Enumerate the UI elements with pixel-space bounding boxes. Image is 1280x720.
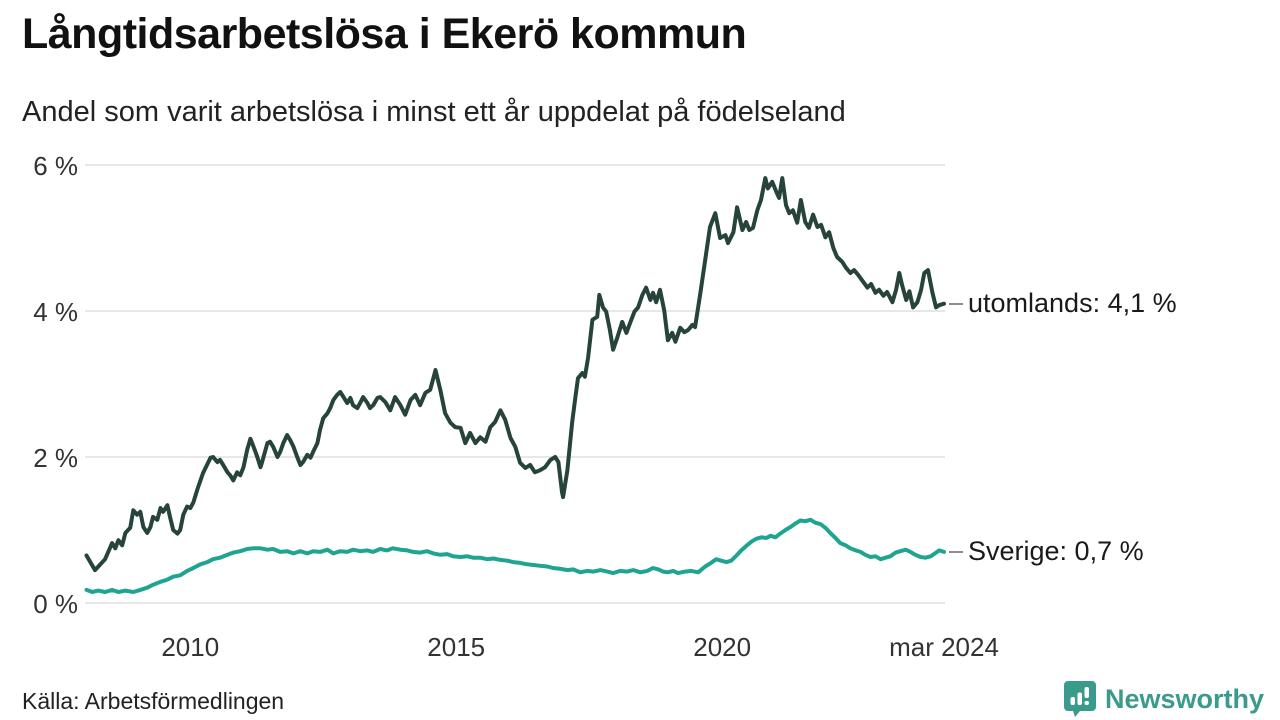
y-axis-tick-0: 0 % [33,589,78,619]
bar-chart-bubble-icon [1063,681,1096,717]
label-connector-dash [949,550,963,553]
y-axis-tick-2: 2 % [33,443,78,473]
page-subtitle: Andel som varit arbetslösa i minst ett å… [22,96,846,128]
source-attribution: Källa: Arbetsförmedlingen [22,688,285,714]
y-axis-tick-6: 6 % [33,151,78,181]
brand-name: Newsworthy [1104,683,1264,714]
x-axis-tick-2010: 2010 [161,632,220,662]
x-axis-tick-mar-2024: mar 2024 [889,632,999,662]
series-label-sverige: Sverige: 0,7 % [949,535,1144,569]
label-connector-dash [949,302,963,305]
x-axis-tick-2020: 2020 [693,632,752,662]
newsworthy-brand: Newsworthy [1063,680,1264,718]
page-title: Långtidsarbetslösa i Ekerö kommun [22,10,747,58]
series-line-sverige [84,517,946,594]
series-label-utomlands: utomlands: 4,1 % [949,287,1177,321]
x-axis-tick-2015: 2015 [427,632,486,662]
series-line-utomlands [84,176,946,573]
y-axis-tick-4: 4 % [33,297,78,327]
